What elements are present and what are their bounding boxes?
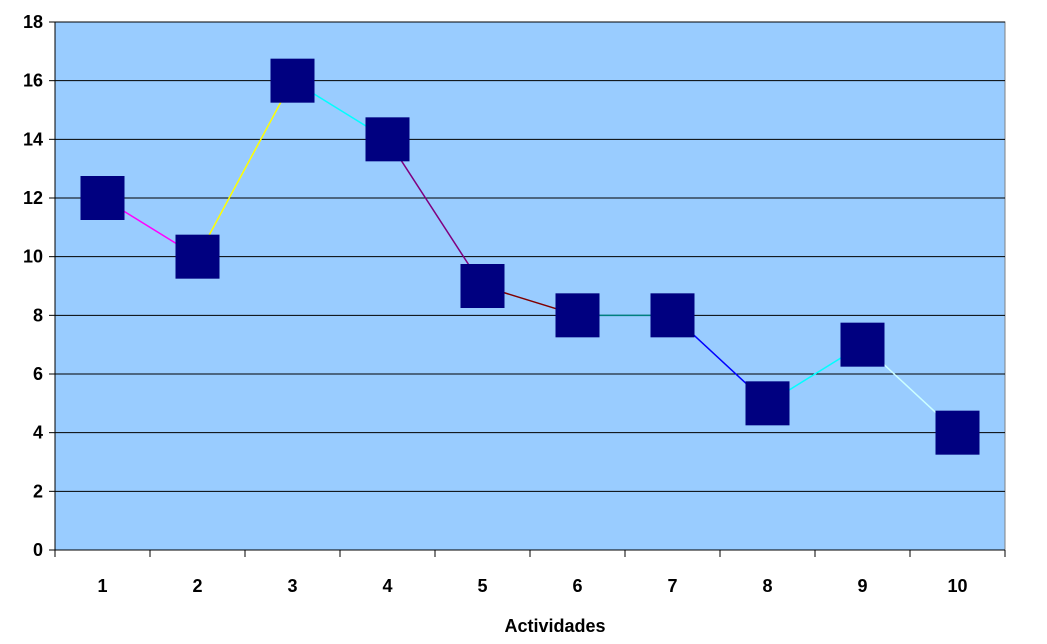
line-segment [196,80,294,258]
x-tick-label: 5 [477,576,487,596]
y-tick-label: 0 [33,540,43,560]
x-tick-label: 4 [382,576,392,596]
data-point-marker [80,176,125,220]
y-tick-label: 8 [33,305,43,325]
data-point-marker [840,322,885,367]
y-tick-label: 16 [23,71,43,91]
y-tick-label: 14 [23,129,43,149]
data-point-marker [650,293,695,338]
data-point-marker [460,264,505,308]
data-point-marker [270,58,315,103]
y-tick-label: 4 [33,423,43,443]
x-tick-labels: 1 2 3 4 5 6 7 8 9 10 [97,576,967,596]
y-tick-label: 12 [23,188,43,208]
y-tick-label: 18 [23,12,43,32]
x-tick-label: 9 [857,576,867,596]
x-tick-label: 8 [762,576,772,596]
y-tick-label: 10 [23,247,43,267]
data-point-marker [365,117,410,162]
x-tick-label: 1 [97,576,107,596]
data-point-marker [745,381,790,426]
axes [49,21,1006,557]
x-tick-label: 6 [572,576,582,596]
y-tick-labels: 0 2 4 6 8 10 12 14 16 18 [23,12,43,560]
x-tick-label: 10 [947,576,967,596]
data-point-marker [935,410,980,455]
x-tick-label: 3 [287,576,297,596]
plot-area [54,21,1006,551]
line-segment [386,138,484,287]
x-tick-label: 7 [667,576,677,596]
data-point-marker [175,234,220,279]
data-point-marker [555,293,600,338]
x-tick-label: 2 [192,576,202,596]
y-tick-label: 6 [33,364,43,384]
data-markers [80,58,980,455]
x-axis-title: Actividades [504,616,605,636]
y-tick-label: 2 [33,481,43,501]
